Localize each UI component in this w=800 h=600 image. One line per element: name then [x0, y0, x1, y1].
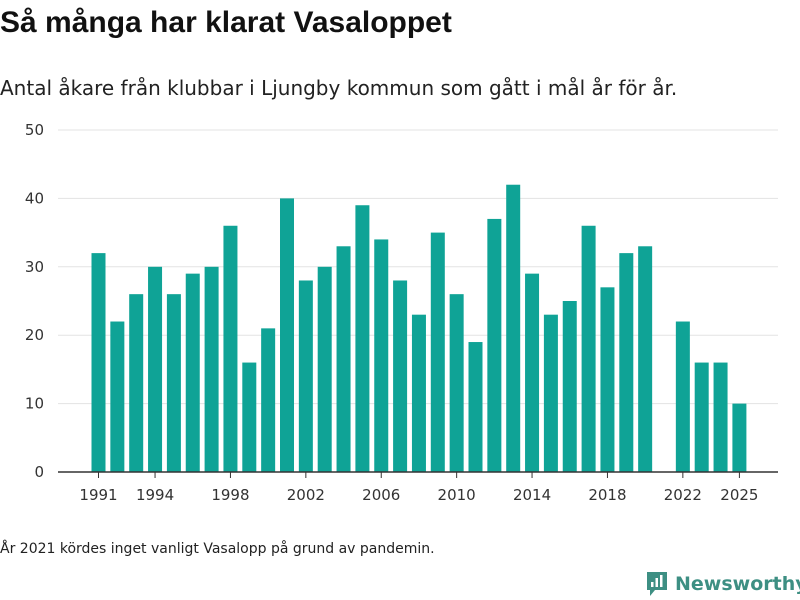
bar-1998[interactable]	[223, 225, 238, 472]
y-axis-ticks: 0 10 20 30 40 50	[25, 121, 44, 481]
bar-2012[interactable]	[487, 218, 502, 472]
x-tick-label: 2006	[362, 486, 400, 504]
bar-2020[interactable]	[638, 246, 653, 472]
bar-1991[interactable]	[91, 253, 106, 472]
bar-2005[interactable]	[355, 205, 370, 473]
bar-2017[interactable]	[581, 225, 596, 472]
bar-2007[interactable]	[393, 280, 408, 472]
y-tick-label: 30	[25, 258, 44, 276]
bar-2010[interactable]	[449, 294, 464, 472]
bar-2006[interactable]	[374, 239, 389, 472]
bar-1999[interactable]	[242, 362, 257, 472]
bar-2024[interactable]	[713, 362, 728, 472]
y-tick-label: 40	[25, 189, 44, 207]
bar-2022[interactable]	[675, 321, 690, 472]
bar-2015[interactable]	[543, 314, 558, 472]
bar-2000[interactable]	[261, 328, 276, 472]
chart-title: Så många har klarat Vasaloppet	[0, 6, 452, 39]
bar-2019[interactable]	[619, 253, 634, 472]
brand-name: Newsworthy	[675, 573, 800, 595]
bar-1994[interactable]	[148, 266, 163, 472]
bar-2016[interactable]	[562, 301, 577, 472]
bar-2011[interactable]	[468, 342, 483, 472]
bar-2013[interactable]	[506, 184, 521, 472]
x-tick-label: 2025	[720, 486, 758, 504]
x-tick-label: 1994	[136, 486, 174, 504]
bar-1992[interactable]	[110, 321, 125, 472]
bar-1993[interactable]	[129, 294, 144, 472]
y-tick-label: 20	[25, 326, 44, 344]
bar-2023[interactable]	[694, 362, 709, 472]
x-tick-label: 1991	[79, 486, 117, 504]
bar-2014[interactable]	[525, 273, 540, 472]
bar-2003[interactable]	[317, 266, 332, 472]
x-tick-label: 2014	[513, 486, 551, 504]
bar-2025[interactable]	[732, 403, 747, 472]
x-tick-label: 1998	[211, 486, 249, 504]
x-axis-ticks: 1991 1994 1998 2002 2006 2010 2014 2018 2022 2025	[79, 472, 758, 504]
bar-chart: 0 10 20 30 40 50 1991 1994 1998 2002 2006 2010 2014…	[25, 121, 778, 504]
x-tick-label: 2010	[438, 486, 476, 504]
chart-subtitle: Antal åkare från klubbar i Ljungby kommu…	[0, 76, 678, 100]
footnote: År 2021 kördes inget vanligt Vasalopp på…	[0, 541, 435, 557]
x-tick-label: 2018	[588, 486, 626, 504]
bar-2018[interactable]	[600, 287, 615, 472]
bar-1995[interactable]	[166, 294, 181, 472]
bar-2004[interactable]	[336, 246, 351, 472]
y-tick-label: 50	[25, 121, 44, 139]
x-tick-label: 2002	[287, 486, 325, 504]
bar-2009[interactable]	[430, 232, 445, 472]
bars	[91, 184, 747, 473]
bar-1997[interactable]	[204, 266, 219, 472]
bar-2008[interactable]	[411, 314, 426, 472]
bar-2001[interactable]	[280, 198, 294, 472]
newsworthy-logo-icon	[647, 572, 667, 596]
y-tick-label: 0	[34, 463, 44, 481]
x-tick-label: 2022	[664, 486, 702, 504]
y-tick-label: 10	[25, 395, 44, 413]
bar-1996[interactable]	[185, 273, 200, 472]
brand-logo[interactable]: Newsworthy	[645, 570, 800, 598]
bar-2002[interactable]	[298, 280, 313, 472]
